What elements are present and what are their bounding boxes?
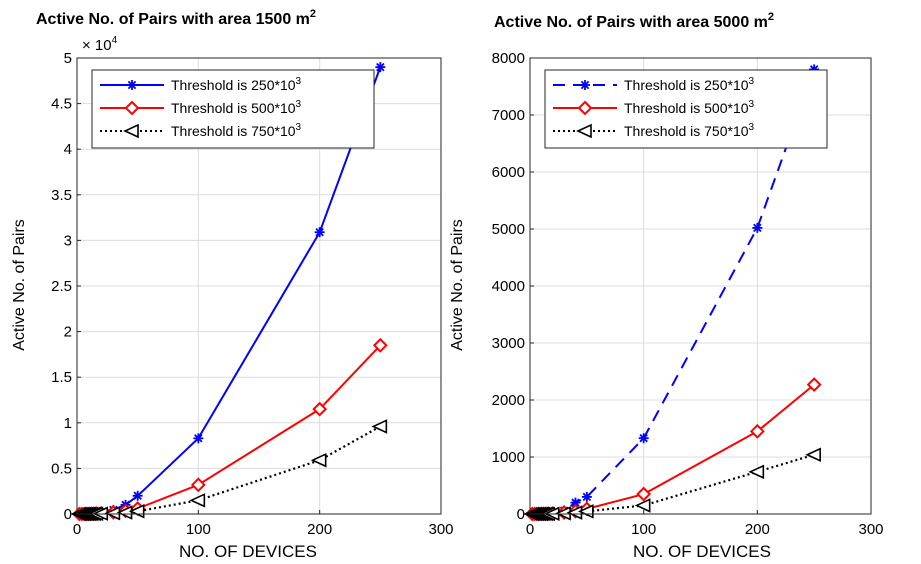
chart-panel-left: Active No. of Pairs with area 1500 m2 × …: [11, 8, 454, 561]
data-point: [636, 486, 652, 502]
legend-entry: Threshold is 250*103: [553, 76, 755, 93]
y-tick-label: 1000: [492, 449, 525, 466]
legend-label: Threshold is 750*103: [171, 122, 302, 139]
data-point: [752, 222, 763, 233]
chart-title-left: Active No. of Pairs with area 1500 m2: [36, 8, 316, 28]
y-tick-label: 5: [64, 50, 72, 67]
data-point: [372, 337, 388, 353]
legend-entry: Threshold is 250*103: [100, 76, 302, 93]
series-line: [79, 344, 382, 515]
data-point: [375, 62, 386, 73]
data-point: [371, 419, 388, 434]
y-tick-label: 7000: [492, 107, 525, 124]
data-point: [132, 490, 143, 501]
x-tick-label: 300: [858, 521, 883, 538]
data-point: [570, 497, 581, 508]
x-axis-label-right: NO. OF DEVICES: [633, 542, 771, 561]
data-point: [749, 423, 765, 439]
legend-entry: Threshold is 750*103: [100, 122, 302, 139]
legend-label: Threshold is 250*103: [171, 76, 302, 93]
series-3: [70, 419, 388, 522]
x-axis-label-left: NO. OF DEVICES: [179, 542, 317, 561]
series-2: [72, 337, 388, 522]
x-tick-label: 0: [526, 521, 534, 538]
y-tick-label: 4: [64, 141, 72, 158]
y-tick-label: 8000: [492, 50, 525, 67]
data-point: [748, 464, 765, 480]
y-tick-label: 0: [517, 506, 525, 523]
series-3: [523, 447, 821, 522]
y-axis-label-right: Active No. of Pairs: [449, 219, 466, 351]
chart-title-left-superscript: 2: [310, 8, 316, 20]
y-tick-label: 6000: [492, 164, 525, 181]
legend-label: Threshold is 250*103: [624, 76, 755, 93]
legend-marker: [123, 123, 139, 139]
data-point: [638, 433, 649, 444]
y-tick-label: 3: [64, 232, 72, 249]
data-point: [805, 447, 821, 462]
chart-title-right-superscript: 2: [768, 11, 774, 23]
y-tick-label: 4000: [492, 278, 525, 295]
y-tick-label: 5000: [492, 221, 525, 238]
data-point: [581, 491, 592, 502]
data-point: [193, 433, 204, 444]
y-tick-label: 3000: [492, 335, 525, 352]
data-point: [806, 377, 822, 393]
legend-entry: Threshold is 750*103: [553, 122, 755, 139]
x-tick-label: 100: [186, 521, 211, 538]
legend-marker: [580, 80, 590, 90]
data-point: [312, 401, 328, 417]
y-exponent-label-left: × 104: [82, 35, 118, 54]
data-point: [634, 498, 651, 513]
legend-entry: Threshold is 500*103: [100, 99, 302, 116]
y-tick-label: 1: [64, 415, 72, 432]
legend-box: [91, 69, 375, 149]
y-tick-label: 2000: [492, 392, 525, 409]
legend-label: Threshold is 500*103: [624, 99, 755, 116]
y-tick-label: 2: [64, 324, 72, 341]
y-tick-label: 4.5: [51, 96, 72, 113]
axes-left: 0 100 200 300 0 0.5 1 1.5 2 2.5 3 3.5 4 4.5 5: [51, 50, 453, 538]
x-tick-label: 200: [745, 521, 770, 538]
y-tick-label: 1.5: [51, 369, 72, 386]
axes-right: 0 100 200 300010002000300040005000600070008…: [492, 50, 884, 538]
chart-title-right: Active No. of Pairs with area 5000 m2: [494, 11, 774, 31]
legend-label: Threshold is 750*103: [624, 122, 755, 139]
x-tick-label: 0: [73, 521, 81, 538]
legend-marker: [576, 123, 592, 139]
series-line: [79, 425, 381, 516]
legend-marker: [577, 100, 593, 116]
y-tick-label: 0: [64, 506, 72, 523]
data-point: [190, 477, 206, 493]
data-point: [310, 452, 327, 468]
y-axis-label-left: Active No. of Pairs: [11, 219, 28, 351]
legend-label: Threshold is 500*103: [171, 99, 302, 116]
x-tick-label: 100: [631, 521, 656, 538]
legend-marker: [127, 80, 137, 90]
x-tick-label: 200: [307, 521, 332, 538]
data-point: [314, 227, 325, 238]
legend-entry: Threshold is 500*103: [553, 99, 755, 116]
data-point: [189, 493, 206, 508]
x-tick-label: 300: [428, 521, 453, 538]
y-tick-label: 3.5: [51, 187, 72, 204]
chart-panel-right: Active No. of Pairs with area 5000 m2 0 1…: [449, 11, 884, 561]
series-line: [532, 383, 815, 515]
legend-right: Threshold is 250*103 Threshold is 500*103…: [544, 69, 828, 149]
legend-marker: [124, 100, 140, 116]
y-tick-label: 0.5: [51, 460, 72, 477]
legend-left: Threshold is 250*103 Threshold is 500*103…: [91, 69, 375, 149]
y-tick-label: 2.5: [51, 278, 72, 295]
